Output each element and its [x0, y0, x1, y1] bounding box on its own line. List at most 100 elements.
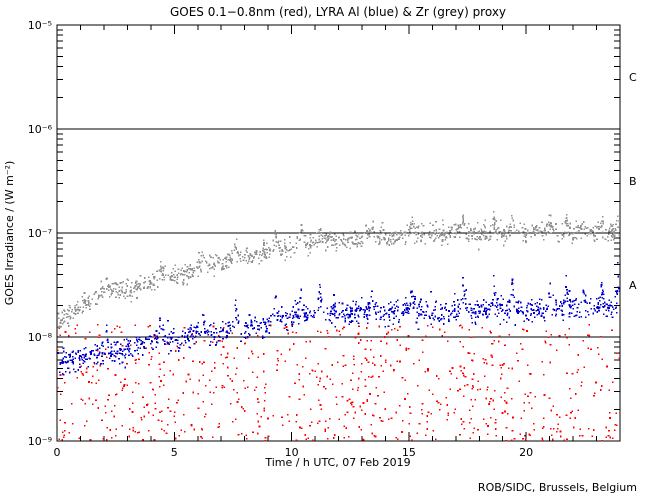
data-point: [159, 385, 161, 388]
data-point: [604, 238, 607, 241]
data-point: [205, 385, 207, 387]
data-point: [398, 321, 400, 323]
data-point: [455, 315, 458, 317]
data-point: [500, 310, 503, 312]
data-point: [590, 232, 592, 235]
data-point: [527, 232, 529, 235]
data-point: [566, 291, 568, 294]
data-point: [482, 418, 485, 420]
data-point: [420, 240, 422, 243]
data-point: [263, 256, 265, 258]
data-point: [341, 315, 344, 318]
data-point: [255, 249, 258, 252]
data-point: [440, 403, 442, 405]
data-point: [188, 346, 191, 348]
data-point: [486, 362, 488, 365]
data-point: [97, 296, 100, 298]
data-point: [523, 402, 525, 404]
data-point: [303, 316, 305, 318]
data-point: [411, 216, 413, 219]
data-point: [120, 352, 122, 355]
data-point: [379, 318, 382, 320]
data-point: [211, 403, 213, 406]
data-point: [229, 327, 231, 330]
data-point: [600, 389, 602, 391]
data-point: [226, 335, 228, 337]
data-point: [445, 302, 447, 305]
data-point: [350, 313, 353, 315]
data-point: [497, 226, 500, 229]
data-point: [60, 319, 62, 322]
data-point: [574, 299, 577, 302]
data-point: [373, 235, 375, 238]
data-point: [406, 224, 409, 227]
data-point: [163, 279, 166, 281]
data-point: [149, 285, 151, 288]
data-point: [541, 221, 543, 224]
data-point: [506, 312, 509, 315]
data-point: [141, 354, 144, 356]
data-point: [441, 239, 444, 241]
data-point: [126, 338, 128, 340]
data-point: [532, 228, 535, 231]
data-point: [449, 388, 452, 391]
data-point: [104, 348, 107, 351]
data-point: [299, 315, 301, 318]
data-point: [260, 321, 263, 324]
data-point: [327, 332, 329, 335]
data-point: [569, 299, 571, 301]
data-point: [97, 407, 99, 409]
data-point: [383, 236, 385, 239]
data-point: [233, 388, 235, 391]
data-point: [115, 291, 117, 293]
data-point: [263, 250, 265, 253]
data-point: [167, 353, 170, 355]
data-point: [524, 236, 527, 239]
data-point: [281, 253, 284, 256]
data-point: [386, 333, 388, 335]
data-point: [161, 266, 164, 269]
data-point: [375, 318, 377, 320]
data-point: [597, 226, 599, 228]
data-point: [597, 301, 599, 304]
data-point: [364, 413, 366, 415]
data-point: [176, 402, 178, 404]
data-point: [235, 373, 237, 375]
data-point: [426, 304, 428, 307]
data-point: [564, 301, 566, 303]
flare-class-c: C: [629, 71, 637, 84]
data-point: [511, 279, 513, 282]
data-point: [293, 321, 295, 323]
data-point: [173, 332, 175, 334]
data-point: [120, 289, 123, 292]
data-point: [263, 353, 265, 355]
data-point: [529, 373, 531, 375]
data-point: [318, 235, 321, 238]
data-point: [449, 231, 452, 233]
data-point: [561, 314, 563, 317]
data-point: [80, 365, 82, 367]
data-point: [305, 312, 307, 314]
data-point: [83, 299, 86, 301]
data-point: [335, 250, 337, 252]
data-point: [367, 307, 370, 309]
data-point: [552, 229, 555, 232]
data-point: [90, 351, 92, 353]
data-point: [543, 394, 546, 396]
data-point: [532, 309, 535, 311]
data-point: [371, 432, 374, 435]
data-point: [371, 228, 374, 231]
data-point: [182, 284, 185, 286]
data-point: [154, 408, 157, 410]
data-point: [453, 224, 456, 226]
data-point: [361, 296, 363, 299]
data-point: [472, 386, 474, 389]
data-point: [341, 382, 344, 385]
x-axis-label: Time / h UTC, 07 Feb 2019: [264, 456, 410, 469]
data-point: [409, 412, 412, 414]
data-point: [465, 303, 467, 305]
data-point: [167, 274, 169, 276]
data-point: [566, 337, 568, 339]
data-point: [320, 300, 322, 303]
data-point: [262, 318, 265, 321]
